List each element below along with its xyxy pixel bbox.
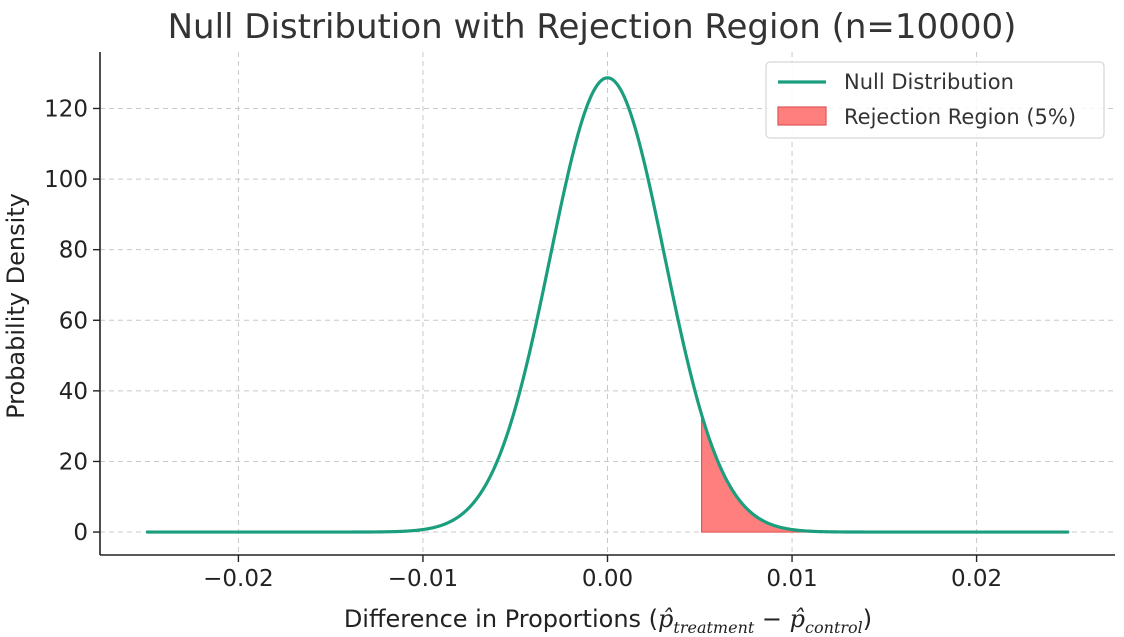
y-tick-label: 0: [73, 520, 88, 546]
y-tick-label: 80: [59, 238, 88, 264]
x-axis-label-term1: p̂: [658, 605, 673, 633]
null-distribution-line: [146, 76, 1069, 534]
x-tick-label: −0.02: [203, 566, 273, 592]
legend-label-null-distribution: Null Distribution: [844, 70, 1014, 94]
y-tick-label: 40: [59, 379, 88, 405]
axes: −0.02 −0.01 0.00 0.01 0.02 0 20 40 60 80 100 120: [44, 52, 1115, 592]
legend-box: [765, 61, 1105, 139]
x-tick-label: 0.01: [766, 566, 817, 592]
x-axis-label-sub2: control: [805, 618, 863, 637]
legend: Null Distribution Rejection Region (5%): [765, 61, 1105, 139]
x-tick-label: −0.01: [388, 566, 458, 592]
y-tick-label: 60: [59, 308, 88, 334]
y-axis-label: Probability Density: [2, 193, 30, 419]
plot-area: [146, 76, 1070, 534]
y-tick-label: 120: [44, 96, 88, 122]
x-axis-label-term2: p̂: [790, 605, 805, 633]
x-axis-label: Difference in Proportions (p̂treatment −…: [344, 605, 872, 637]
y-tick-label: 100: [44, 167, 88, 193]
rejection-region-area: [701, 414, 1070, 533]
legend-swatch-rejection-region: [777, 106, 827, 126]
x-axis-label-sub1: treatment: [673, 618, 754, 637]
x-axis-label-suffix: ): [863, 605, 872, 633]
y-tick-label: 20: [59, 449, 88, 475]
legend-label-rejection-region: Rejection Region (5%): [844, 105, 1076, 129]
x-axis-label-operator: −: [754, 605, 789, 633]
x-axis-label-prefix: Difference in Proportions (: [344, 605, 658, 633]
x-tick-label: 0.00: [582, 566, 633, 592]
chart-title: Null Distribution with Rejection Region …: [168, 7, 1017, 47]
x-tick-label: 0.02: [951, 566, 1002, 592]
